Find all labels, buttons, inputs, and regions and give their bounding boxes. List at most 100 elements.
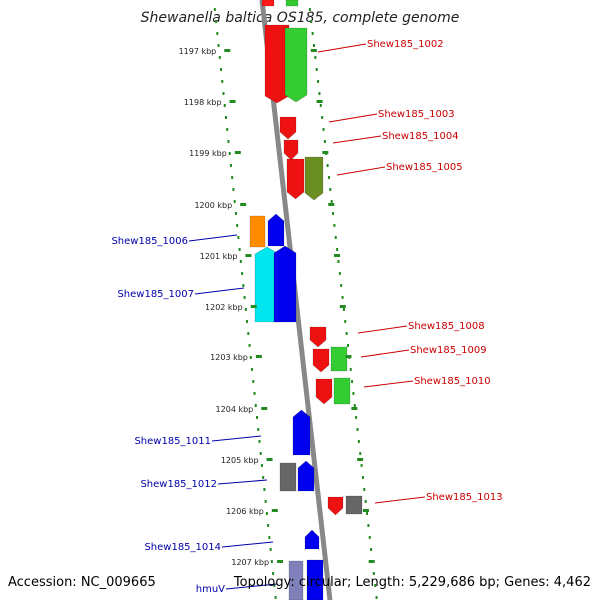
gene-feature[interactable] <box>304 156 324 201</box>
gene-label[interactable]: Shew185_1010 <box>414 376 491 387</box>
major-tick <box>334 254 341 257</box>
minor-tick <box>322 128 325 131</box>
gene-label[interactable]: Shew185_1007 <box>117 289 194 300</box>
gene-label[interactable]: Shew185_1008 <box>408 321 485 332</box>
minor-tick <box>251 368 254 371</box>
minor-tick <box>351 380 354 383</box>
gene-leader-line <box>225 583 278 590</box>
gene-leader-line <box>332 135 382 144</box>
major-tick <box>240 203 247 206</box>
gene-label[interactable]: Shew185_1014 <box>144 542 221 553</box>
minor-tick <box>336 248 339 251</box>
gene-feature[interactable] <box>249 215 266 248</box>
minor-tick <box>319 104 322 107</box>
major-tick <box>224 49 231 52</box>
minor-tick <box>366 512 369 515</box>
minor-tick <box>318 92 321 95</box>
gene-leader-line <box>188 234 238 242</box>
minor-tick <box>244 308 247 311</box>
minor-tick <box>360 464 363 467</box>
minor-tick <box>218 56 221 59</box>
minor-tick <box>227 140 230 143</box>
major-tick <box>368 560 375 563</box>
gene-feature[interactable] <box>304 529 320 550</box>
gene-feature[interactable] <box>333 377 351 405</box>
minor-tick <box>213 8 216 11</box>
gene-label[interactable]: Shew185_1003 <box>378 109 455 120</box>
gene-label[interactable]: Shew185_1009 <box>410 345 487 356</box>
minor-tick <box>357 440 360 443</box>
minor-tick <box>259 452 262 455</box>
gene-leader-line <box>374 496 426 504</box>
kbp-tick-label: 1197 kbp <box>179 47 217 56</box>
gene-feature[interactable] <box>285 0 299 7</box>
minor-tick <box>334 236 337 239</box>
minor-tick <box>329 188 332 191</box>
major-tick <box>266 458 273 461</box>
gene-leader-line <box>194 287 245 295</box>
minor-tick <box>222 92 225 95</box>
minor-tick <box>353 404 356 407</box>
minor-tick <box>264 500 267 503</box>
minor-tick <box>355 416 358 419</box>
gene-feature[interactable] <box>312 348 330 373</box>
gene-feature[interactable] <box>330 346 348 372</box>
gene-feature[interactable] <box>284 27 308 103</box>
minor-tick <box>267 524 270 527</box>
gene-label[interactable]: Shew185_1013 <box>426 492 503 503</box>
minor-tick <box>312 44 315 47</box>
gene-feature[interactable] <box>309 326 327 348</box>
minor-tick <box>356 428 359 431</box>
topology-text: Topology: circular; Length: 5,229,686 bp… <box>233 575 591 590</box>
gene-feature[interactable] <box>286 158 305 200</box>
minor-tick <box>368 536 371 539</box>
minor-tick <box>252 380 255 383</box>
minor-tick <box>352 392 355 395</box>
gene-feature[interactable] <box>345 495 363 515</box>
minor-tick <box>364 500 367 503</box>
minor-tick <box>253 392 256 395</box>
minor-tick <box>333 224 336 227</box>
minor-tick <box>346 344 349 347</box>
minor-tick <box>241 272 244 275</box>
gene-feature[interactable] <box>261 0 275 7</box>
gene-label[interactable]: hmuV <box>196 584 225 595</box>
minor-tick <box>274 596 277 599</box>
major-tick <box>255 355 262 358</box>
minor-tick <box>215 20 218 23</box>
major-tick <box>328 203 335 206</box>
gene-label[interactable]: Shew185_1004 <box>382 131 459 142</box>
gene-feature[interactable] <box>315 378 333 405</box>
gene-leader-line <box>360 349 410 358</box>
minor-tick <box>221 80 224 83</box>
minor-tick <box>217 44 220 47</box>
kbp-tick-label: 1205 kbp <box>221 456 259 465</box>
gene-leader-line <box>317 43 367 53</box>
gene-feature[interactable] <box>279 116 297 140</box>
gene-label[interactable]: Shew185_1005 <box>386 162 463 173</box>
gene-feature[interactable] <box>267 213 285 247</box>
gene-label[interactable]: Shew185_1011 <box>134 436 211 447</box>
gene-feature[interactable] <box>306 559 324 600</box>
major-tick <box>250 305 257 308</box>
minor-tick <box>359 452 362 455</box>
minor-tick <box>228 152 231 155</box>
gene-label[interactable]: Shew185_1002 <box>367 39 444 50</box>
gene-feature[interactable] <box>273 245 297 323</box>
minor-tick <box>268 536 271 539</box>
gene-feature[interactable] <box>327 496 344 516</box>
kbp-tick-label: 1201 kbp <box>200 252 238 261</box>
minor-tick <box>270 560 273 563</box>
minor-tick <box>344 320 347 323</box>
minor-tick <box>265 512 268 515</box>
major-tick <box>277 560 284 563</box>
gene-feature[interactable] <box>264 24 290 104</box>
gene-feature[interactable] <box>292 409 311 456</box>
gene-label[interactable]: Shew185_1006 <box>111 236 188 247</box>
gene-feature[interactable] <box>279 462 297 492</box>
gene-feature[interactable] <box>288 560 304 600</box>
gene-label[interactable]: Shew185_1012 <box>140 479 217 490</box>
gene-feature[interactable] <box>297 460 315 492</box>
gene-feature[interactable] <box>283 139 299 161</box>
